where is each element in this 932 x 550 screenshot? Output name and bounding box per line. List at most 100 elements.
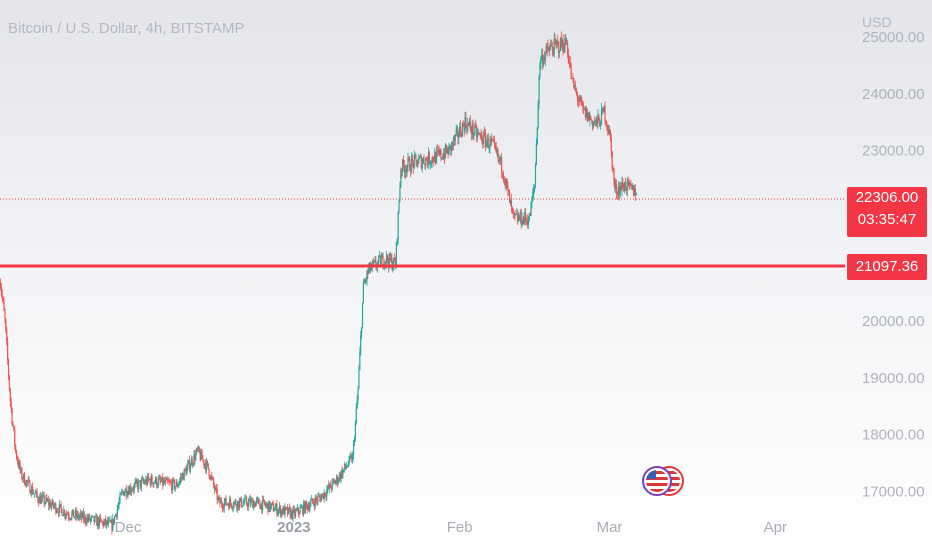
candle-body	[336, 476, 338, 482]
candle-body	[236, 505, 238, 509]
candle-body	[567, 54, 570, 62]
candle-body	[96, 516, 98, 526]
candle-body	[468, 123, 470, 125]
candle-body	[81, 512, 84, 519]
candle-body	[70, 518, 72, 520]
time-tick-label: Apr	[764, 519, 787, 536]
candle-body	[197, 447, 200, 450]
candle-body	[618, 187, 620, 195]
candle-body	[64, 515, 67, 517]
us-flag-icon[interactable]	[642, 466, 672, 496]
candle-body	[435, 150, 438, 164]
candle-body	[504, 182, 506, 185]
candle-body	[104, 519, 106, 522]
candle-body	[172, 479, 175, 481]
candle-body	[348, 456, 350, 465]
candle-body	[616, 184, 618, 194]
symbol-title[interactable]: Bitcoin / U.S. Dollar, 4h, BITSTAMP	[8, 20, 245, 37]
candle-body	[451, 142, 454, 146]
candle-body	[80, 512, 82, 516]
candle-body	[207, 463, 209, 470]
candle-body	[477, 133, 480, 134]
candle-body	[542, 57, 545, 65]
candle-body	[575, 86, 577, 90]
candle-body	[265, 504, 267, 506]
candle-body	[448, 145, 450, 155]
candle-body	[163, 480, 165, 486]
candle-body	[534, 185, 536, 190]
candle-body	[415, 155, 417, 161]
candle-body	[40, 496, 42, 504]
candle-body	[627, 179, 629, 181]
candle-body	[156, 485, 159, 487]
candle-body	[134, 482, 136, 485]
candle-body	[523, 217, 525, 222]
candle-body	[111, 520, 113, 531]
candle-body	[588, 112, 590, 120]
candle-body	[278, 509, 280, 513]
candle-body	[366, 271, 368, 281]
event-markers[interactable]	[642, 466, 684, 496]
candle-body	[426, 158, 428, 161]
candle-body	[180, 477, 183, 479]
candle-body	[333, 480, 335, 482]
candle-body	[566, 42, 569, 55]
candle-body	[456, 129, 458, 131]
candle-body	[63, 510, 65, 516]
candle-body	[480, 134, 482, 136]
candle-body	[522, 217, 524, 225]
candle-body	[632, 185, 635, 196]
candle-body	[273, 510, 275, 512]
line-price-badge[interactable]: 21097.36	[847, 254, 927, 280]
candle-body	[356, 399, 358, 409]
candle-body	[249, 498, 251, 505]
candle-body	[24, 484, 27, 486]
candle-body	[595, 117, 597, 121]
candle-body	[380, 258, 382, 266]
candle-body	[555, 41, 557, 44]
candle-body	[344, 463, 346, 470]
candle-body	[196, 448, 198, 454]
candle-body	[409, 158, 411, 171]
candle-body	[219, 498, 221, 504]
candle-body	[254, 502, 257, 507]
candle-body	[78, 516, 80, 519]
candle-body	[300, 507, 302, 509]
candle-body	[602, 107, 604, 112]
candle-body	[410, 170, 412, 172]
candle-body	[89, 515, 91, 521]
candle-body	[73, 509, 75, 518]
candle-body	[151, 476, 153, 483]
candle-body	[437, 150, 439, 152]
candle-body	[478, 133, 480, 134]
candle-body	[237, 501, 240, 508]
candle-body	[150, 476, 152, 485]
candle-body	[336, 476, 339, 484]
candle-body	[131, 489, 134, 491]
candle-body	[320, 495, 323, 502]
candle-body	[386, 255, 389, 262]
candle-body	[548, 50, 550, 52]
candle-body	[278, 506, 281, 510]
candle-body	[388, 253, 390, 267]
candle-body	[87, 517, 89, 520]
last-price-badge[interactable]: 22306.00 03:35:47	[847, 187, 927, 237]
candle-body	[260, 503, 262, 509]
candle-body	[323, 492, 325, 499]
candle-body	[73, 516, 76, 518]
candle-body	[513, 212, 515, 214]
candle-body	[599, 125, 602, 127]
candle-body	[329, 483, 332, 488]
candle-body	[89, 518, 92, 521]
candle-body	[48, 502, 51, 506]
candle-body	[502, 173, 504, 180]
candle-body	[598, 114, 600, 120]
candle-body	[470, 129, 472, 134]
candle-body	[547, 46, 549, 51]
candle-body	[218, 497, 220, 499]
time-axis[interactable]: Dec 2023 Feb Mar Apr	[115, 519, 787, 536]
candle-body	[462, 123, 464, 126]
currency-label[interactable]: USD	[862, 14, 892, 30]
